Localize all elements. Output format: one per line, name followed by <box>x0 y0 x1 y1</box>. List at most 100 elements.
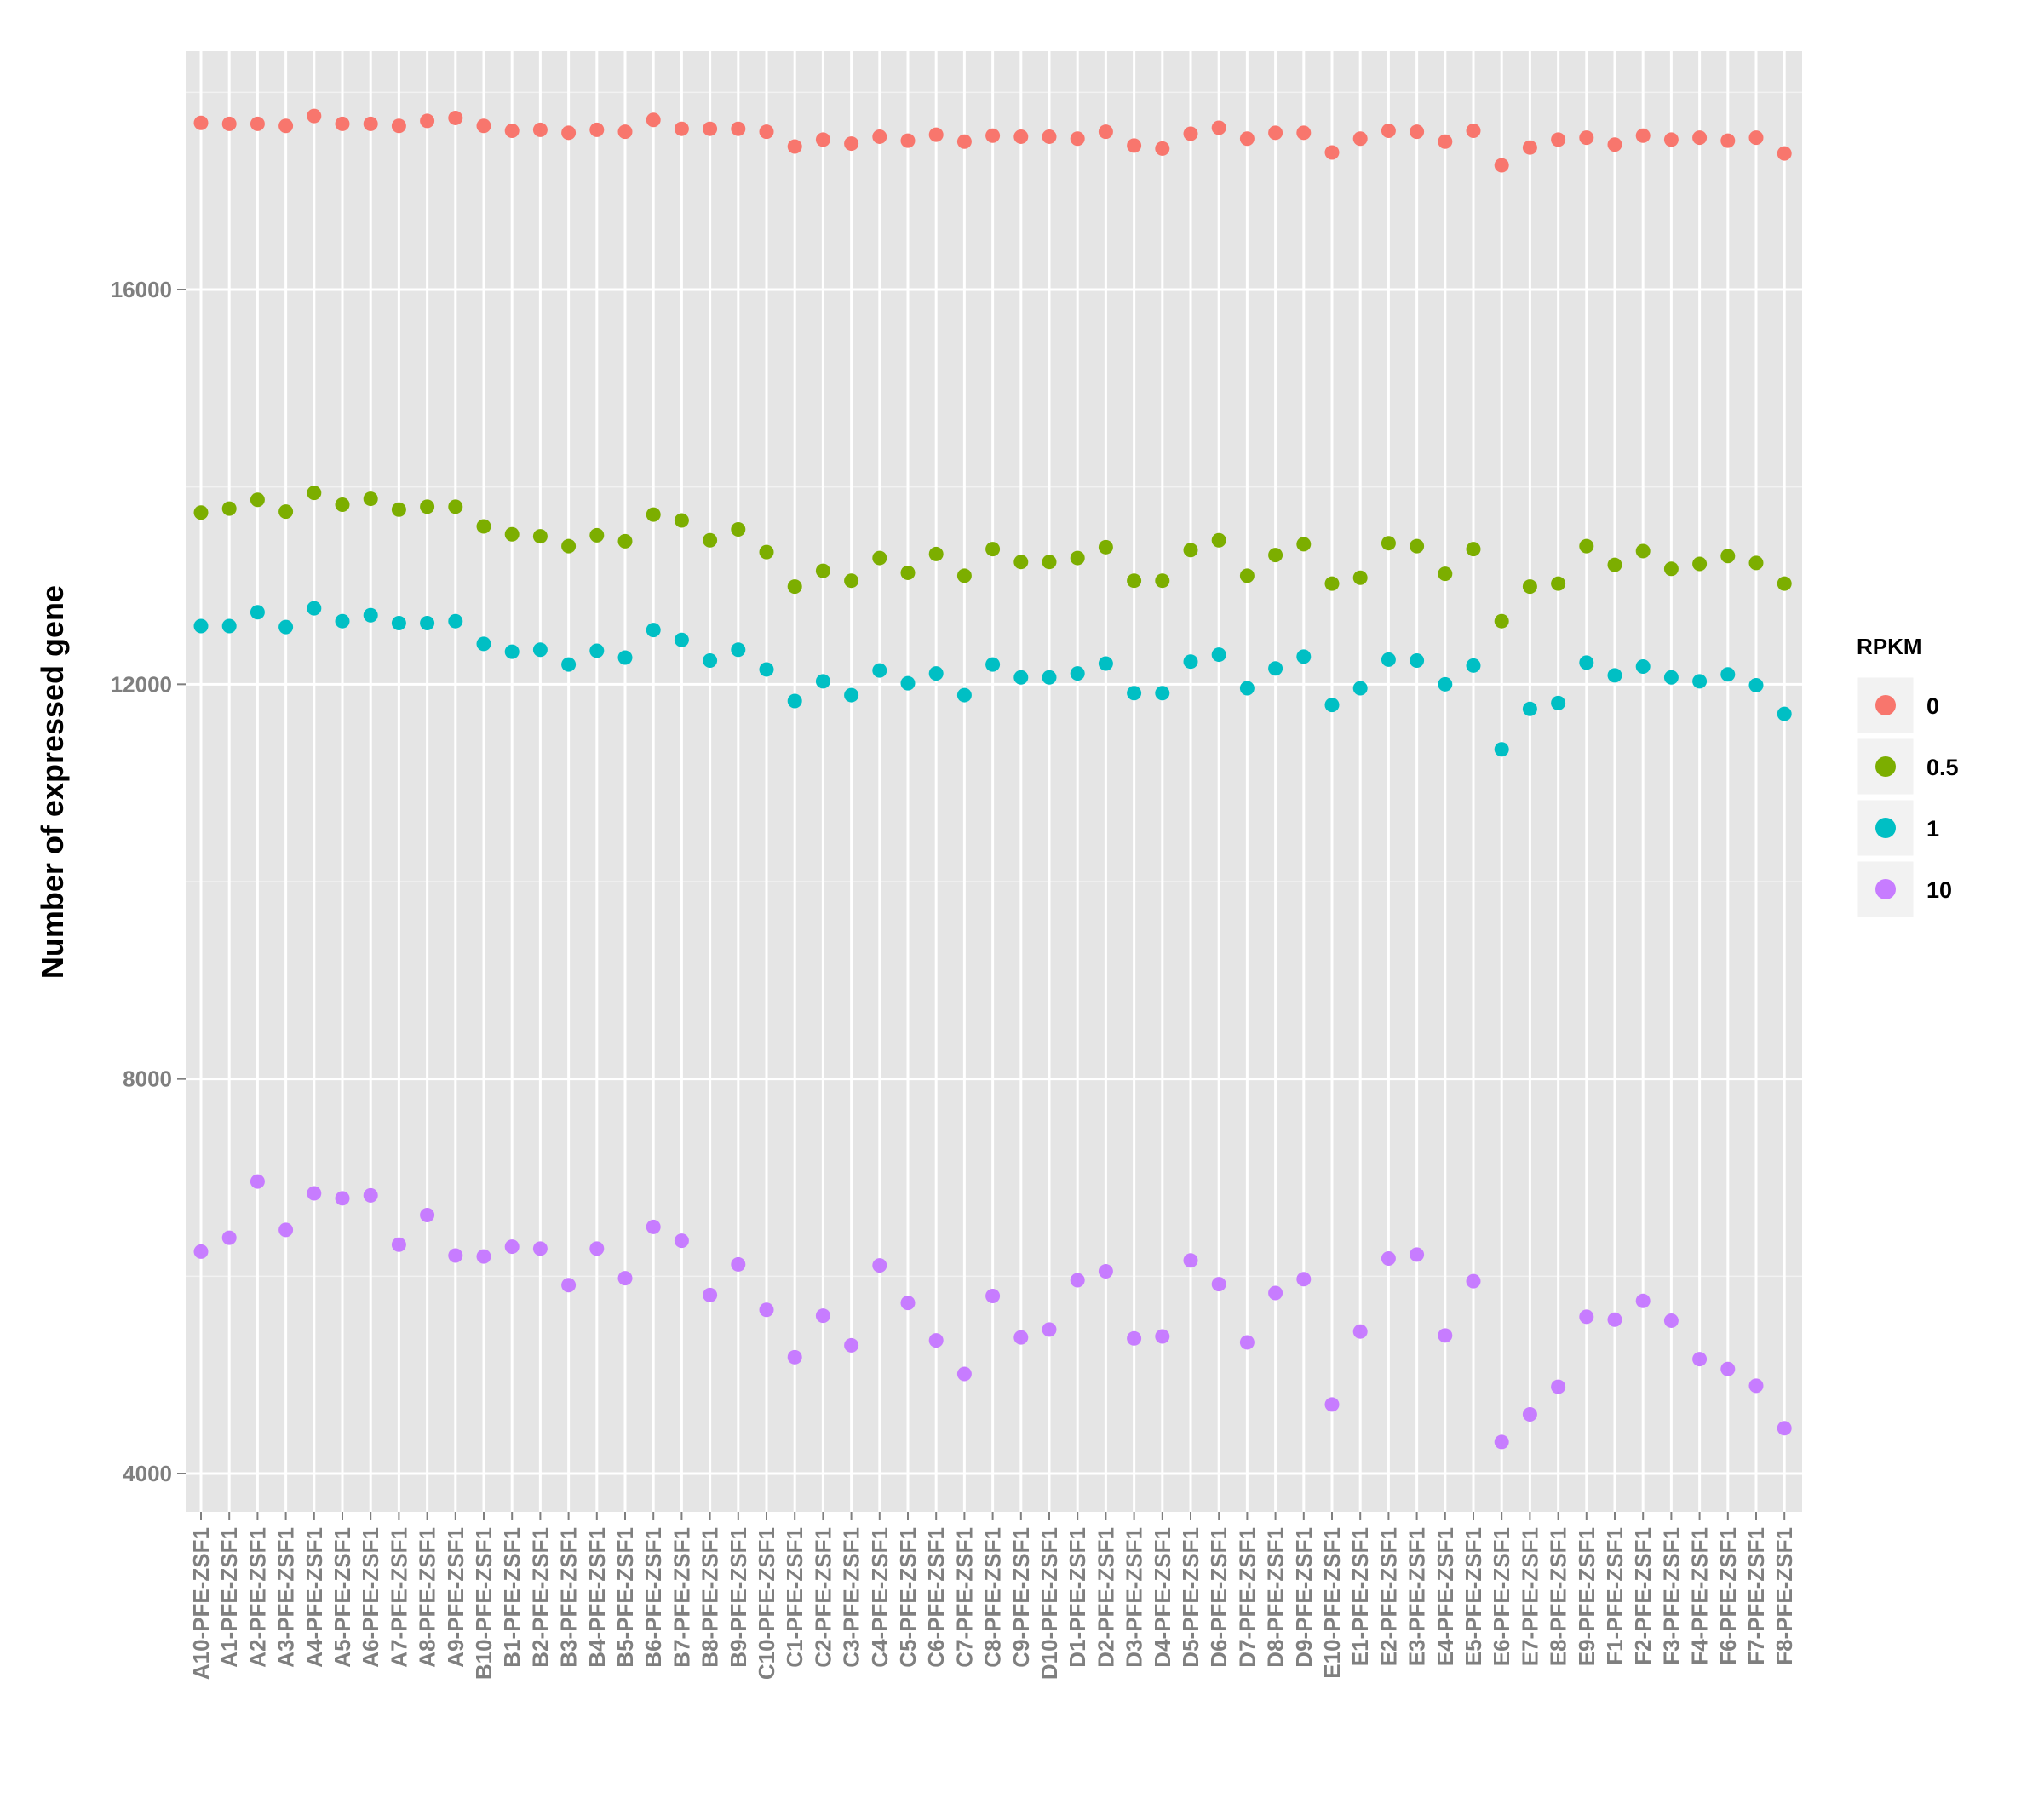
data-point <box>307 601 322 616</box>
x-tick-label: E7-PFE-ZSF1 <box>1517 1527 1542 1666</box>
data-point <box>759 124 774 140</box>
data-point <box>1692 556 1708 572</box>
data-point <box>1579 655 1594 670</box>
y-axis-title: Number of expressed gene <box>35 585 70 979</box>
x-tick-label: D6-PFE-ZSF1 <box>1206 1527 1232 1668</box>
data-point <box>928 546 944 561</box>
data-point <box>1042 555 1057 570</box>
data-point <box>703 121 718 136</box>
data-point <box>1635 658 1651 674</box>
x-tick-label: F8-PFE-ZSF1 <box>1771 1527 1797 1665</box>
major-grid <box>186 51 1802 1512</box>
data-point <box>1438 566 1453 582</box>
data-point <box>391 1237 406 1252</box>
data-point <box>278 1222 294 1238</box>
data-point <box>448 110 463 125</box>
data-point <box>476 636 491 652</box>
data-point <box>1239 1335 1255 1350</box>
data-point <box>1438 1328 1453 1343</box>
data-point <box>1155 141 1170 156</box>
x-tick-label: A7-PFE-ZSF1 <box>386 1527 411 1668</box>
data-point <box>900 675 916 691</box>
data-point <box>731 521 746 537</box>
data-point <box>1127 573 1142 589</box>
data-point <box>703 1287 718 1302</box>
data-point <box>787 139 802 154</box>
data-point <box>703 653 718 669</box>
data-point <box>872 550 887 566</box>
data-point <box>646 112 661 128</box>
data-point <box>674 1233 689 1249</box>
data-point <box>363 491 378 507</box>
data-point <box>278 504 294 520</box>
data-point <box>307 108 322 124</box>
data-point <box>504 124 520 139</box>
data-point <box>1183 1253 1198 1268</box>
data-point <box>1098 656 1113 671</box>
data-point <box>1692 674 1708 689</box>
data-point <box>787 693 802 709</box>
data-point <box>1692 130 1708 146</box>
legend-swatch <box>1875 879 1896 899</box>
data-point <box>844 136 859 152</box>
data-point <box>731 121 746 136</box>
x-tick-label: C10-PFE-ZSF1 <box>754 1527 779 1680</box>
data-point <box>1268 548 1283 563</box>
x-tick-label: F3-PFE-ZSF1 <box>1658 1527 1684 1665</box>
data-point <box>1381 124 1396 139</box>
data-point <box>900 133 916 148</box>
data-point <box>617 1271 633 1286</box>
data-point <box>815 1308 830 1324</box>
data-point <box>307 486 322 501</box>
x-tick-label: B5-PFE-ZSF1 <box>612 1527 638 1668</box>
data-point <box>985 1289 1001 1303</box>
data-point <box>759 662 774 677</box>
data-point <box>1635 128 1651 143</box>
data-point <box>985 128 1001 143</box>
data-point <box>1748 677 1764 692</box>
data-point <box>476 519 491 534</box>
x-tick-label: B4-PFE-ZSF1 <box>584 1527 610 1668</box>
data-point <box>193 618 209 634</box>
data-point <box>1381 536 1396 551</box>
data-point <box>1551 576 1566 591</box>
data-point <box>561 538 577 554</box>
data-point <box>1720 549 1736 564</box>
data-point <box>221 1230 237 1245</box>
data-point <box>1296 125 1312 141</box>
x-tick-label: C2-PFE-ZSF1 <box>810 1527 835 1668</box>
data-point <box>1635 543 1651 559</box>
data-point <box>1607 1312 1622 1327</box>
data-point <box>1013 670 1029 685</box>
legend-key <box>1855 797 1916 859</box>
data-point <box>1324 145 1340 160</box>
data-point <box>900 565 916 580</box>
data-point <box>278 118 294 134</box>
data-point <box>1352 570 1368 585</box>
data-point <box>1042 129 1057 144</box>
data-point <box>476 118 491 134</box>
data-point <box>985 542 1001 557</box>
data-point <box>1777 1421 1792 1436</box>
data-point <box>815 674 830 689</box>
data-point <box>250 1174 265 1189</box>
x-tick-label: B3-PFE-ZSF1 <box>556 1527 582 1668</box>
data-point <box>1324 576 1340 591</box>
x-tick-label: B2-PFE-ZSF1 <box>527 1527 553 1668</box>
data-point <box>589 643 605 658</box>
data-point <box>1410 538 1425 554</box>
x-tick-label: B9-PFE-ZSF1 <box>726 1527 751 1668</box>
data-point <box>1579 130 1594 146</box>
data-point <box>1663 670 1679 685</box>
data-point <box>193 1244 209 1259</box>
data-point <box>1777 576 1792 591</box>
data-point <box>1777 146 1792 161</box>
x-tick-label: C7-PFE-ZSF1 <box>951 1527 977 1668</box>
data-point <box>674 632 689 647</box>
data-point <box>956 1366 972 1382</box>
legend: RPKM 0 0.5 1 10 <box>1855 634 1959 920</box>
data-point <box>1438 676 1453 692</box>
x-tick-label: D10-PFE-ZSF1 <box>1036 1527 1062 1680</box>
x-tick-label: A2-PFE-ZSF1 <box>244 1527 270 1668</box>
